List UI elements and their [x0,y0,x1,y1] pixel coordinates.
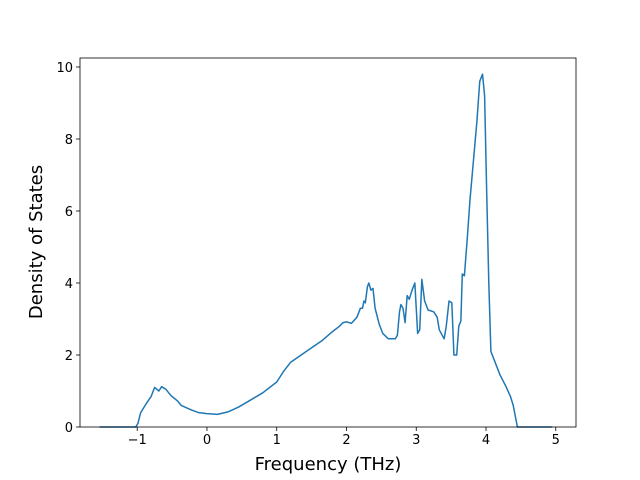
plot-frame [79,57,577,428]
x-tick-label: 0 [203,433,211,448]
y-tick-label: 8 [65,133,73,148]
y-tick-label: 10 [56,61,73,76]
x-axis-label: Frequency (THz) [255,454,402,475]
y-tick-label: 4 [65,277,73,292]
line [99,73,553,428]
x-tick-label: 2 [342,433,350,448]
y-tick-label: 6 [65,205,73,220]
y-axis-label: Density of States [26,165,47,319]
y-tick-label: 0 [65,421,73,436]
x-tick-label: 3 [412,433,420,448]
y-tick-label: 2 [65,349,73,364]
x-tick-label: 5 [552,433,560,448]
x-tick-label: −1 [128,433,147,448]
x-tick-label: 1 [273,433,281,448]
x-tick-label: 4 [482,433,490,448]
